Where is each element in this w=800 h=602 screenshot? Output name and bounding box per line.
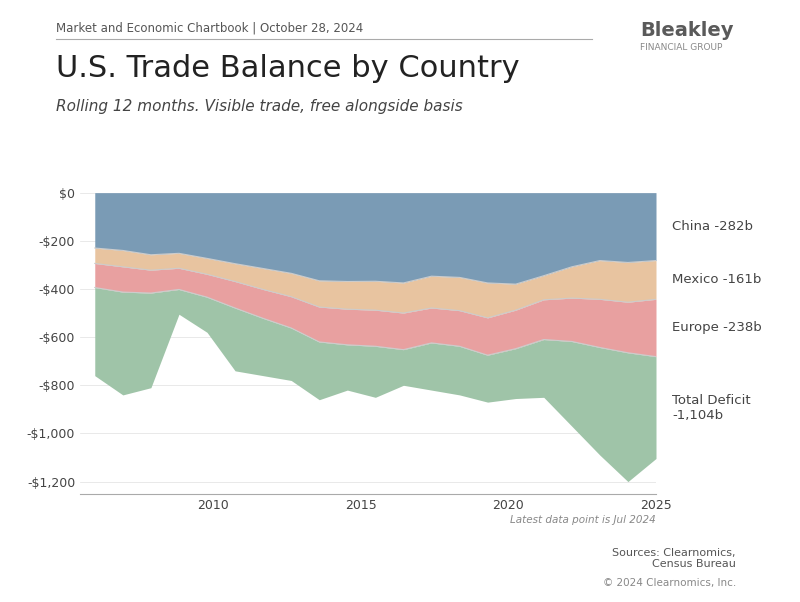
Text: Total Deficit
-1,104b: Total Deficit -1,104b (672, 394, 750, 421)
Text: China -282b: China -282b (672, 220, 753, 233)
Text: Market and Economic Chartbook | October 28, 2024: Market and Economic Chartbook | October … (56, 21, 363, 34)
Text: Rolling 12 months. Visible trade, free alongside basis: Rolling 12 months. Visible trade, free a… (56, 99, 462, 114)
Text: Mexico -161b: Mexico -161b (672, 273, 762, 287)
Text: Latest data point is Jul 2024: Latest data point is Jul 2024 (510, 515, 656, 525)
Text: © 2024 Clearnomics, Inc.: © 2024 Clearnomics, Inc. (602, 578, 736, 588)
Text: Bleakley: Bleakley (640, 21, 734, 40)
Text: FINANCIAL GROUP: FINANCIAL GROUP (640, 43, 722, 52)
Text: U.S. Trade Balance by Country: U.S. Trade Balance by Country (56, 54, 520, 83)
Text: Sources: Clearnomics,
Census Bureau: Sources: Clearnomics, Census Bureau (613, 548, 736, 569)
Text: Europe -238b: Europe -238b (672, 321, 762, 335)
